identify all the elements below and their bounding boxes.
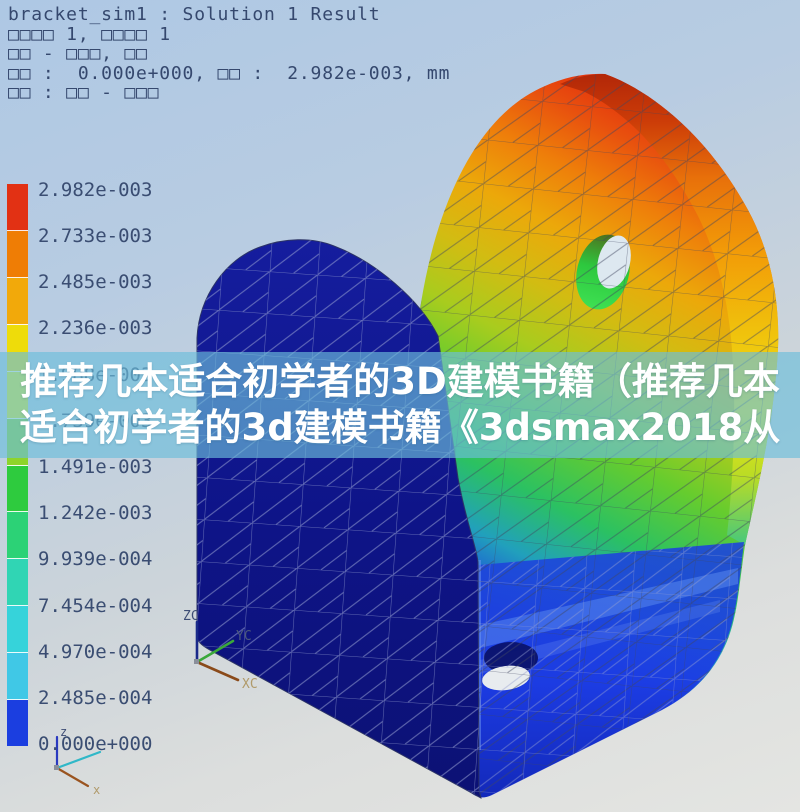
legend-value: 2.733e-003	[38, 225, 153, 247]
header-line-3: □□ - □□□, □□	[8, 43, 148, 64]
legend-color-segment	[7, 700, 28, 747]
header-line-4: □□ : 0.000e+000, □□ : 2.982e-003, mm	[8, 62, 451, 84]
legend-color-segment	[7, 653, 28, 701]
legend-value: 1.242e-003	[38, 502, 153, 524]
legend-value: 2.485e-004	[38, 687, 153, 709]
fea-mesh-base	[469, 542, 744, 798]
wcs-z-label: ZC	[183, 609, 199, 624]
legend-color-segment	[7, 230, 28, 278]
legend-value: 1.491e-003	[38, 456, 153, 478]
legend-color-segment	[7, 559, 28, 607]
legend-value: 2.982e-003	[38, 179, 153, 201]
abs-z-label: z	[60, 725, 67, 739]
legend-color-segment	[7, 512, 28, 560]
header-line-2: □□□□ 1, □□□□ 1	[8, 23, 171, 45]
legend-value: 7.454e-004	[38, 595, 153, 617]
legend-value: 9.939e-004	[38, 548, 153, 570]
wcs-x-label: XC	[242, 677, 258, 692]
legend-color-bar	[7, 184, 28, 747]
legend-value: 2.485e-003	[38, 271, 153, 293]
caption-line-1: 推荐几本适合初学者的3D建模书籍（推荐几本	[20, 360, 780, 403]
header-line-5: □□ : □□ - □□□	[8, 82, 160, 103]
caption-line-2: 适合初学者的3d建模书籍《3dsmax2018从	[19, 406, 781, 449]
legend-color-segment	[7, 465, 28, 513]
legend-value: 2.236e-003	[38, 317, 153, 339]
legend-color-segment	[7, 606, 28, 654]
result-header: bracket_sim1 : Solution 1 Result □□□□ 1,…	[8, 5, 450, 103]
wcs-triad: ZC YC XC	[183, 609, 258, 692]
legend-color-segment	[7, 277, 28, 325]
absolute-triad: z x	[54, 725, 102, 797]
wcs-y-label: YC	[236, 629, 252, 644]
header-line-1: bracket_sim1 : Solution 1 Result	[8, 4, 381, 25]
legend-color-segment	[7, 184, 28, 231]
legend-value: 4.970e-004	[38, 641, 153, 663]
legend-value: 0.000e+000	[38, 733, 153, 755]
caption-overlay-band: 推荐几本适合初学者的3D建模书籍（推荐几本 适合初学者的3d建模书籍《3dsma…	[0, 352, 800, 458]
abs-x-label: x	[93, 783, 100, 797]
